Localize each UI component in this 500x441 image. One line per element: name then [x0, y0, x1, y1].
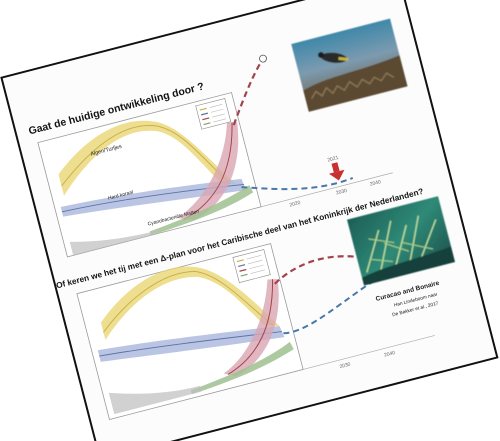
top-projection-blue [241, 177, 354, 191]
bottom-year-b: 2040 [384, 350, 396, 359]
bottom-projection-blue [283, 269, 390, 335]
bottom-cyano-band [190, 341, 294, 395]
bottom-pink-band [223, 278, 279, 377]
top-reef-photo [291, 18, 408, 112]
bottom-grey-band [108, 385, 202, 415]
arrow-down-icon [328, 162, 345, 181]
top-year-a: 2020 [289, 200, 301, 209]
bottom-reef-photo [347, 196, 456, 286]
bottom-legend-box [232, 249, 271, 284]
top-chart: Algen/Turfjes Hard koraal Cyanobacteriël… [37, 92, 262, 258]
bottom-algae-line [103, 270, 274, 333]
marker-year-label: 2021 [327, 155, 339, 164]
bottom-chart [76, 243, 304, 421]
top-algae-band [58, 120, 237, 196]
top-projection-red [232, 61, 262, 126]
bottom-coral-band [97, 325, 285, 362]
bottom-pink-line [227, 279, 274, 375]
top-year-b: 2030 [335, 188, 347, 197]
bottom-time-axis [303, 335, 435, 370]
top-algae-line [61, 124, 231, 187]
top-projection-circle [259, 54, 267, 63]
top-cyano-band [149, 185, 254, 236]
top-time-axis [260, 172, 393, 208]
bottom-year-a: 2030 [339, 361, 351, 370]
diver-figure [321, 52, 348, 63]
legend-box-icon [195, 98, 232, 130]
top-grey-band [69, 229, 161, 256]
top-pink-line [183, 122, 233, 221]
bottom-algae-band [100, 266, 280, 341]
top-year-c: 2040 [369, 179, 381, 188]
top-coral-band [60, 178, 247, 217]
